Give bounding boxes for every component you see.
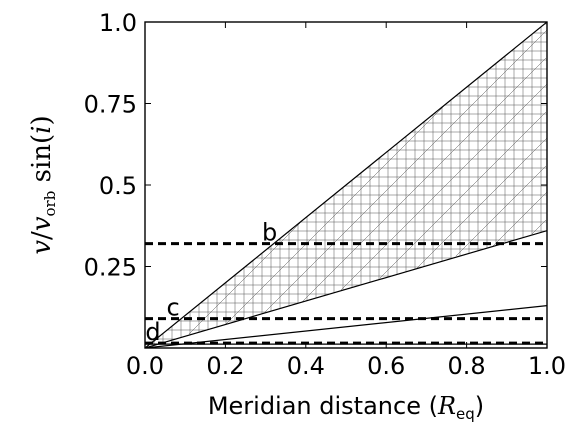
x-tick-label: 0.2 [206,352,244,380]
x-tick-label: 1.0 [528,352,566,380]
y-tick-label: 1.0 [99,9,137,37]
y-tick-label: 0.75 [84,91,137,119]
x-tick-label: 0.4 [287,352,325,380]
y-tick-label: 0.25 [84,254,137,282]
hatch-line [226,104,446,324]
x-tick-label: 0.8 [448,352,486,380]
y-axis-label: v/vorb sin(i) [27,115,59,254]
series-lines [145,22,547,348]
x-tick-label: 0.0 [126,352,164,380]
x-axis-label: Meridian distance (Req) [208,392,484,423]
annotation-b: b [262,219,277,247]
series-line-2 [145,231,547,348]
hatched-region [152,24,547,344]
x-tick-label: 0.6 [367,352,405,380]
annotation-d: d [145,318,160,346]
y-tick-label: 0.5 [99,172,137,200]
y-axis-ticks: 0.25 0.5 0.75 1.0 [84,9,547,282]
hatch-line [341,84,547,290]
hatch-line [417,138,547,268]
hatch-line [189,220,303,334]
series-line-1 [145,22,547,348]
annotation-c: c [167,294,180,322]
